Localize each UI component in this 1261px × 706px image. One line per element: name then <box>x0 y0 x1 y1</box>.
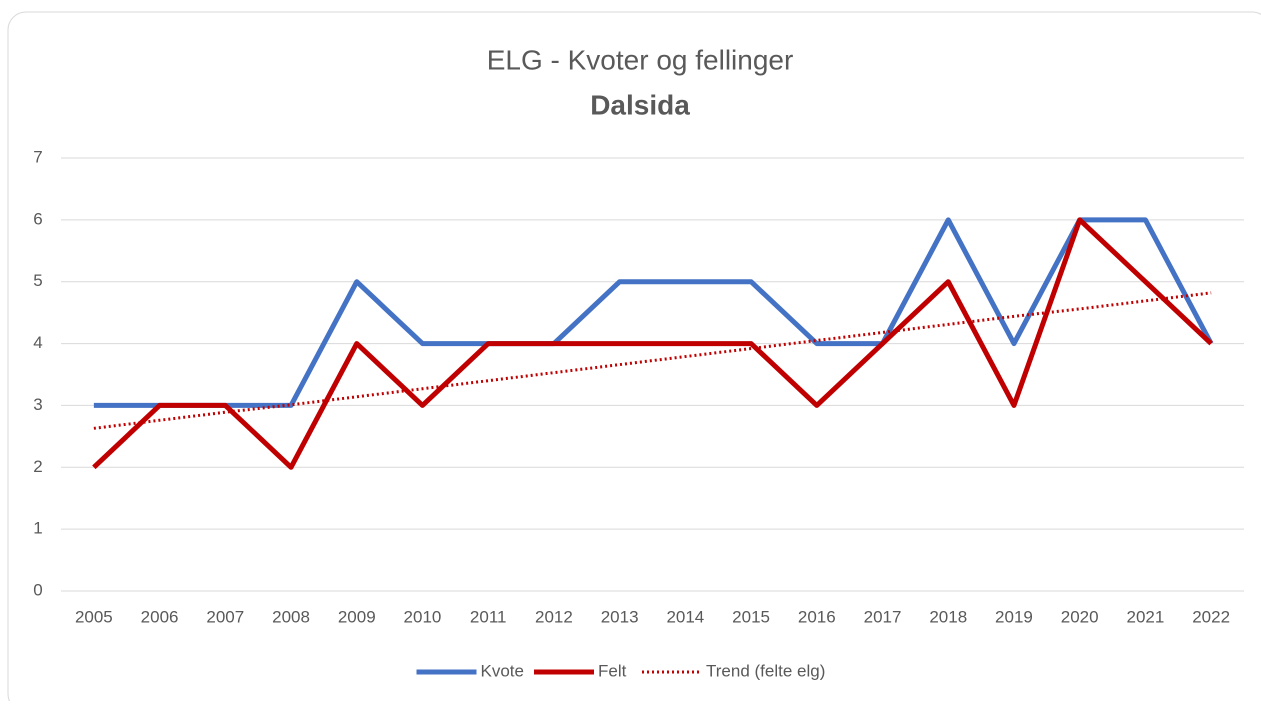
y-tick-label: 6 <box>33 209 42 228</box>
x-tick-label: 2008 <box>272 607 310 626</box>
y-tick-label: 3 <box>33 395 42 414</box>
x-tick-label: 2006 <box>141 607 179 626</box>
x-tick-label: 2017 <box>864 607 902 626</box>
chart-border <box>7 11 1261 706</box>
y-tick-label: 2 <box>33 457 42 476</box>
legend-label: Trend (felte elg) <box>706 661 825 680</box>
series-line <box>92 217 1213 470</box>
legend-label: Felt <box>598 661 627 680</box>
y-tick-label: 1 <box>33 519 42 538</box>
x-tick-label: 2021 <box>1127 607 1165 626</box>
x-tick-label: 2011 <box>470 607 507 626</box>
x-tick-label: 2015 <box>732 607 770 626</box>
x-tick-label: 2007 <box>206 607 244 626</box>
x-tick-label: 2005 <box>75 607 113 626</box>
legend-label: Kvote <box>481 661 524 680</box>
y-tick-label: 5 <box>33 271 42 290</box>
chart-subtitle: Dalsida <box>590 89 690 120</box>
x-tick-label: 2019 <box>995 607 1033 626</box>
x-tick-label: 2014 <box>666 607 704 626</box>
x-tick-label: 2012 <box>535 607 573 626</box>
x-tick-label: 2020 <box>1061 607 1099 626</box>
y-tick-label: 4 <box>33 333 42 352</box>
x-tick-label: 2010 <box>404 607 442 626</box>
x-tick-label: 2022 <box>1192 607 1230 626</box>
x-tick-label: 2016 <box>798 607 836 626</box>
x-tick-label: 2013 <box>601 607 639 626</box>
series-line <box>93 217 1214 408</box>
y-tick-label: 7 <box>33 147 42 166</box>
y-tick-label: 0 <box>33 580 42 599</box>
chart-title: ELG - Kvoter og fellinger <box>487 44 794 75</box>
x-tick-label: 2018 <box>929 607 967 626</box>
x-tick-label: 2009 <box>338 607 376 626</box>
